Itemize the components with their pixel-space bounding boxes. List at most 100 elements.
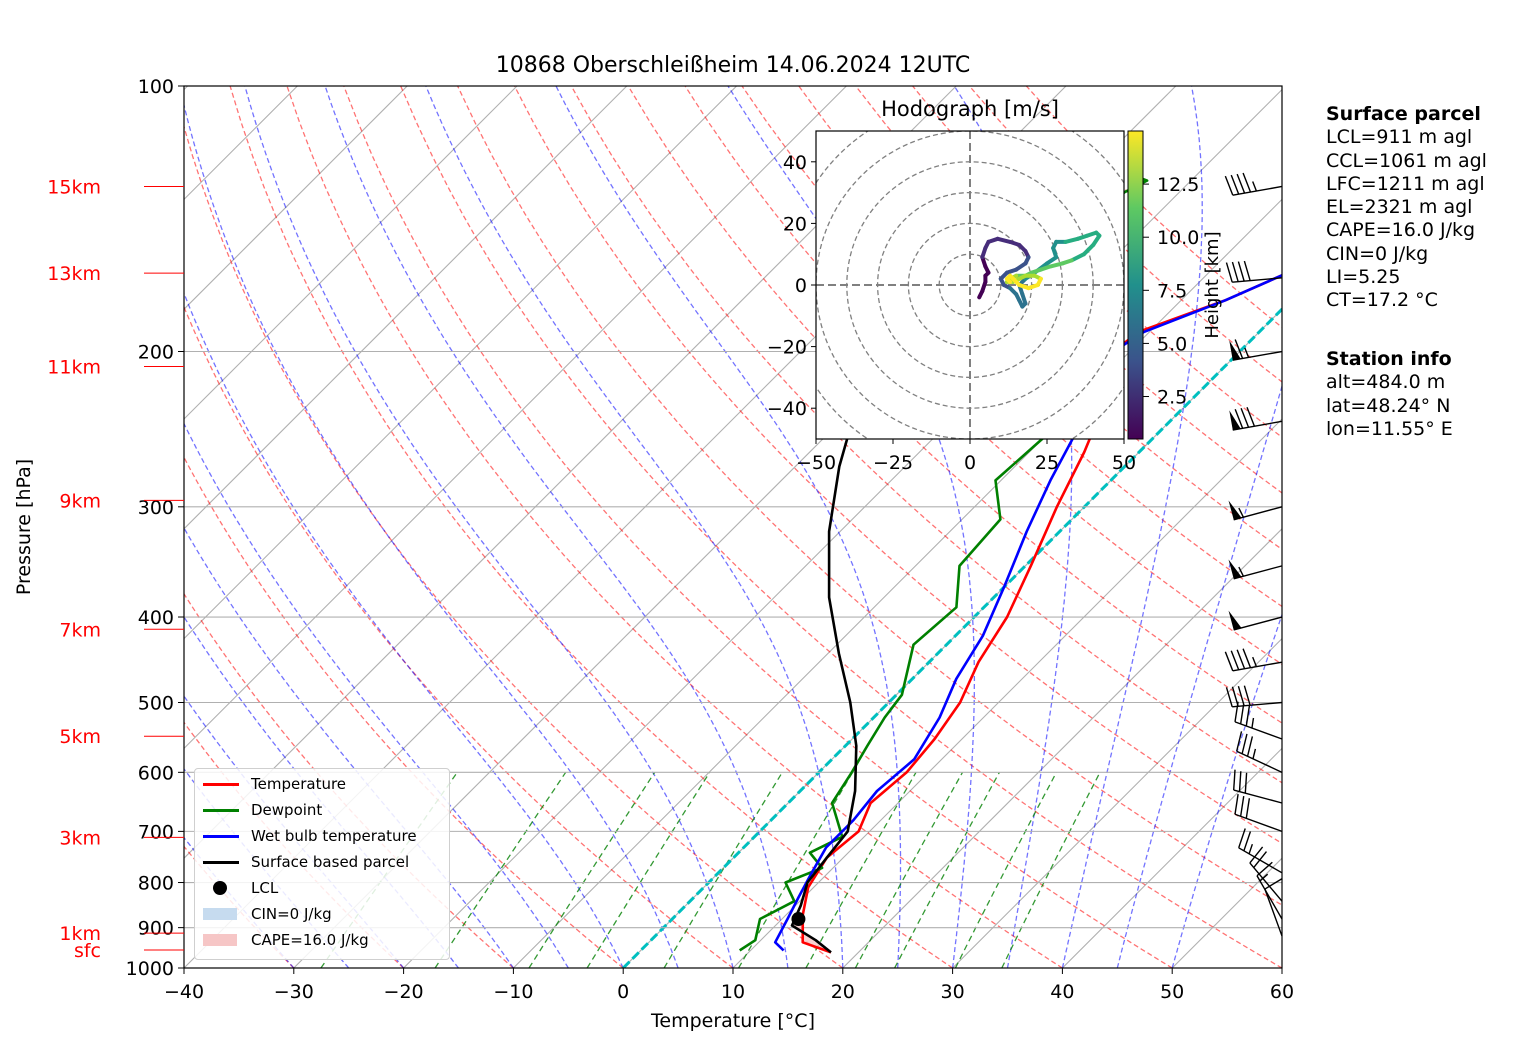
parcel-line: CCL=1061 m agl — [1326, 149, 1487, 172]
y-axis-ticks: 100 200 300 400 500 600 700 800 900 1000 — [126, 76, 184, 980]
mixing-ratio-line — [954, 771, 1057, 968]
wind-barb — [1234, 701, 1283, 740]
legend-item: CIN=0 J/kg — [195, 901, 449, 927]
height-label: 1km — [59, 923, 101, 945]
x-axis-label: Temperature [°C] — [650, 1010, 815, 1032]
wind-barb — [1234, 794, 1283, 833]
moist-adiabat-line — [184, 422, 569, 968]
isotherm-line — [184, 86, 628, 530]
isotherm-line — [732, 418, 1282, 968]
isotherm-line — [513, 198, 1282, 968]
legend-item: Surface based parcel — [195, 849, 449, 875]
isotherm-line — [184, 86, 847, 750]
hodograph-segment — [1048, 261, 1065, 269]
isotherm-line — [184, 86, 518, 420]
hodo-x-tick-label: 50 — [1112, 452, 1136, 474]
moist-adiabat-line — [184, 291, 624, 968]
mixing-ratio-line — [805, 771, 917, 968]
wind-barb — [1236, 731, 1283, 773]
y-tick-label: 500 — [138, 692, 174, 714]
height-label: 5km — [59, 726, 101, 748]
moist-adiabat-line — [184, 102, 679, 968]
hodograph-segment — [1081, 242, 1096, 257]
y-tick-label: 900 — [138, 918, 174, 940]
height-label: 13km — [47, 263, 101, 285]
colorbar-tick-label: 7.5 — [1157, 280, 1187, 302]
parcel-line: CT=17.2 °C — [1326, 289, 1438, 312]
legend: Temperature Dewpoint Wet bulb temperatur… — [194, 768, 450, 960]
hodo-y-tick-label: −40 — [767, 398, 807, 420]
dry-adiabat-line — [229, 86, 953, 968]
dry-adiabat-line — [513, 86, 1282, 845]
wind-barb — [1229, 339, 1283, 361]
height-label: 7km — [59, 619, 101, 641]
x-tick-label: 50 — [1160, 981, 1184, 1003]
moist-adiabat-line — [555, 86, 902, 968]
wind-barb — [1233, 769, 1283, 804]
moist-adiabat-line — [1116, 383, 1282, 968]
mixing-ratio-line — [894, 771, 1000, 968]
wind-barb — [1228, 559, 1283, 580]
series-line — [773, 273, 1282, 952]
dry-adiabat-line — [570, 86, 1282, 784]
colorbar-tick-label: 12.5 — [1157, 174, 1199, 196]
height-label: 15km — [47, 176, 101, 198]
hodo-x-tick-label: −25 — [873, 452, 913, 474]
wind-barb — [1225, 260, 1283, 283]
colorbar-tick-label: 10.0 — [1157, 227, 1199, 249]
moist-adiabat-line — [953, 86, 1073, 968]
mixing-ratio-line — [663, 771, 783, 968]
y-tick-label: 700 — [138, 821, 174, 843]
wind-barb — [1224, 172, 1283, 196]
x-tick-label: −10 — [493, 981, 533, 1003]
surface-parcel-header: Surface parcel — [1326, 103, 1481, 125]
isotherm-line — [184, 86, 408, 310]
colorbar — [1127, 130, 1144, 440]
height-label: 11km — [47, 357, 101, 379]
parcel-line: LFC=1211 m agl — [1326, 172, 1485, 195]
hodograph-segment — [1063, 236, 1080, 244]
parcel-line: EL=2321 m agl — [1326, 196, 1473, 219]
hodo-y-tick-label: 20 — [783, 213, 807, 235]
x-tick-label: 40 — [1050, 981, 1074, 1003]
wind-barb — [1228, 610, 1283, 631]
surface-parcel-panel: Surface parcel LCL=911 m agl CCL=1061 m … — [1326, 103, 1487, 313]
x-tick-label: 60 — [1270, 981, 1294, 1003]
lcl-marker — [791, 912, 806, 927]
dry-adiabat-line — [400, 86, 1282, 968]
station-info-header: Station info — [1326, 348, 1452, 370]
y-tick-label: 800 — [138, 873, 174, 895]
parcel-line: LCL=911 m agl — [1326, 126, 1473, 149]
dry-adiabat-line — [184, 456, 624, 968]
colorbar-tick-label: 5.0 — [1157, 333, 1187, 355]
hodograph-segment — [995, 236, 1013, 244]
moist-adiabat-line — [425, 86, 844, 968]
hodo-y-tick-label: 0 — [795, 275, 807, 297]
colorbar-label: Height [km] — [1202, 231, 1223, 338]
station-line: lat=48.24° N — [1326, 394, 1451, 417]
parcel-line: CAPE=16.0 J/kg — [1326, 219, 1476, 242]
x-axis-ticks: −40 −30 −20 −10 0 10 20 30 40 50 60 — [164, 968, 1294, 1003]
x-tick-label: 10 — [721, 981, 745, 1003]
hodo-x-tick-label: 0 — [964, 452, 976, 474]
hodo-x-tick-label: 25 — [1035, 452, 1059, 474]
moist-adiabat-line — [184, 615, 460, 968]
wind-barb — [1229, 406, 1283, 431]
moist-adiabat-line — [324, 86, 789, 968]
wind-barb — [1228, 500, 1283, 521]
y-axis-label: Pressure [hPa] — [13, 459, 35, 595]
dry-adiabat-line — [184, 124, 844, 968]
moist-adiabat-line — [1171, 612, 1282, 968]
x-tick-label: −40 — [164, 981, 204, 1003]
height-label: 3km — [59, 827, 101, 849]
parcel-line: CIN=0 J/kg — [1326, 242, 1429, 265]
isotherm-line — [622, 308, 1282, 968]
legend-item: Wet bulb temperature — [195, 823, 449, 849]
y-tick-label: 100 — [138, 76, 174, 98]
dry-adiabat-line — [457, 86, 1282, 906]
hodograph-segment — [1004, 276, 1013, 284]
y-tick-label: 400 — [138, 607, 174, 629]
x-tick-label: 20 — [831, 981, 855, 1003]
